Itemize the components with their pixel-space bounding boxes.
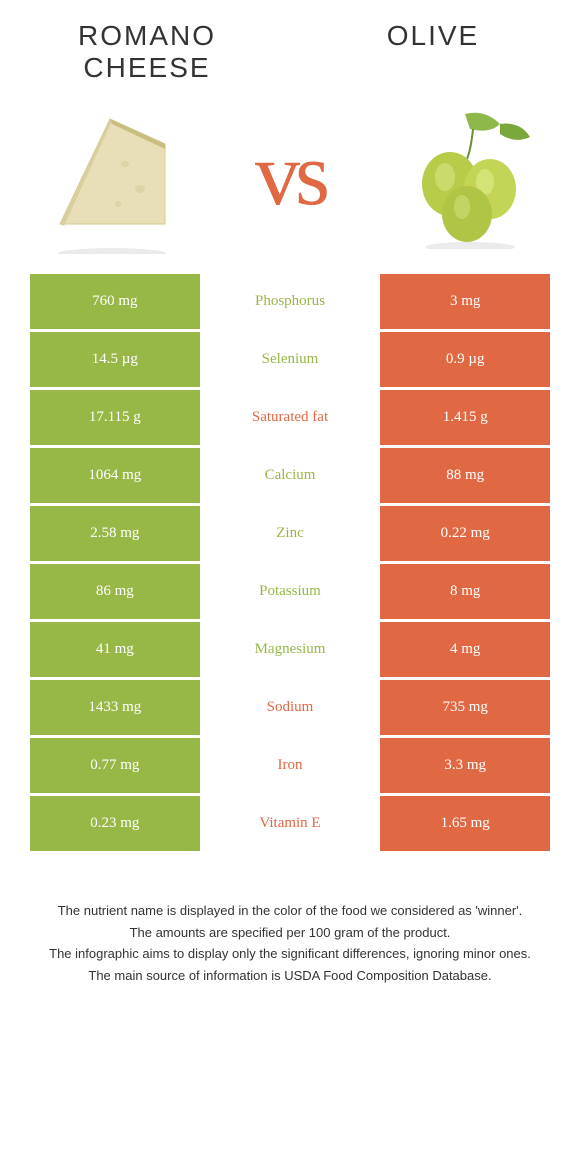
table-row: 1064 mgCalcium88 mg [30,448,550,503]
cell-nutrient-label: Phosphorus [203,274,378,329]
cell-left-value: 1064 mg [30,448,200,503]
footnote-line: The main source of information is USDA F… [40,966,540,986]
title-right: Olive [316,20,550,52]
cell-left-value: 1433 mg [30,680,200,735]
cell-left-value: 760 mg [30,274,200,329]
footnote-line: The amounts are specified per 100 gram o… [40,923,540,943]
table-row: 0.23 mgVitamin E1.65 mg [30,796,550,851]
cell-left-value: 41 mg [30,622,200,677]
nutrient-table: 760 mgPhosphorus3 mg14.5 µgSelenium0.9 µ… [30,274,550,851]
table-row: 14.5 µgSelenium0.9 µg [30,332,550,387]
cheese-image [30,94,190,254]
header-row: Romano cheese Olive [30,20,550,84]
table-row: 760 mgPhosphorus3 mg [30,274,550,329]
cell-nutrient-label: Saturated fat [203,390,378,445]
table-row: 1433 mgSodium735 mg [30,680,550,735]
cheese-icon [30,94,190,254]
cell-left-value: 2.58 mg [30,506,200,561]
cell-right-value: 3 mg [380,274,550,329]
table-row: 2.58 mgZinc0.22 mg [30,506,550,561]
cell-right-value: 735 mg [380,680,550,735]
cell-right-value: 1.415 g [380,390,550,445]
cell-nutrient-label: Selenium [203,332,378,387]
infographic-container: Romano cheese Olive vs [0,0,580,1007]
title-left: Romano cheese [30,20,264,84]
cell-nutrient-label: Vitamin E [203,796,378,851]
cell-nutrient-label: Potassium [203,564,378,619]
olive-image [390,94,550,254]
vs-label: vs [255,123,325,226]
cell-right-value: 4 mg [380,622,550,677]
table-row: 17.115 gSaturated fat1.415 g [30,390,550,445]
cell-left-value: 0.23 mg [30,796,200,851]
table-row: 41 mgMagnesium4 mg [30,622,550,677]
cell-right-value: 1.65 mg [380,796,550,851]
footnote-line: The infographic aims to display only the… [40,944,540,964]
cell-right-value: 0.9 µg [380,332,550,387]
cell-nutrient-label: Zinc [203,506,378,561]
cell-right-value: 8 mg [380,564,550,619]
images-row: vs [30,94,550,254]
cell-left-value: 0.77 mg [30,738,200,793]
cell-right-value: 0.22 mg [380,506,550,561]
olive-icon [395,99,545,249]
cell-left-value: 17.115 g [30,390,200,445]
cell-nutrient-label: Sodium [203,680,378,735]
table-row: 0.77 mgIron3.3 mg [30,738,550,793]
footnote-line: The nutrient name is displayed in the co… [40,901,540,921]
cell-nutrient-label: Iron [203,738,378,793]
cell-nutrient-label: Magnesium [203,622,378,677]
table-row: 86 mgPotassium8 mg [30,564,550,619]
cell-right-value: 3.3 mg [380,738,550,793]
cell-right-value: 88 mg [380,448,550,503]
footnotes: The nutrient name is displayed in the co… [30,901,550,985]
cell-nutrient-label: Calcium [203,448,378,503]
cell-left-value: 14.5 µg [30,332,200,387]
cell-left-value: 86 mg [30,564,200,619]
